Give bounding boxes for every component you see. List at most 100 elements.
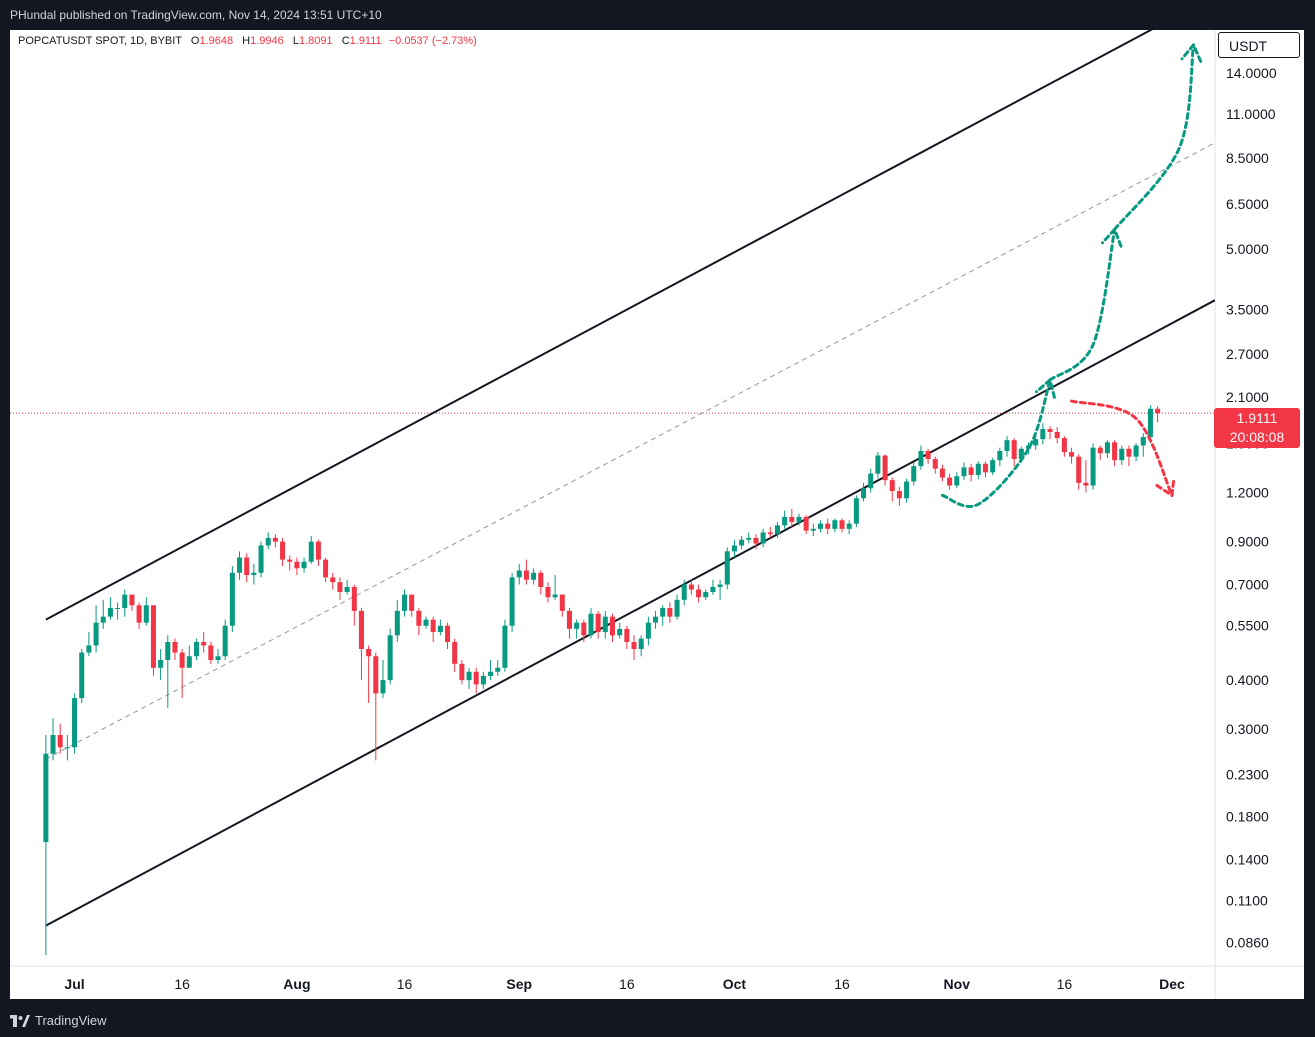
close-label: C (341, 35, 350, 47)
candle-body (251, 572, 257, 576)
candle-body (344, 586, 350, 593)
candle-body (495, 667, 501, 672)
channel-midline (45, 142, 1215, 760)
time-tick-label: 16 (397, 976, 413, 992)
candle-body (1061, 438, 1067, 453)
candle-body (882, 455, 888, 481)
candle-body (667, 608, 673, 617)
candle-body (1047, 429, 1053, 433)
candle-body (64, 747, 70, 749)
last-price: 1.9111 (1236, 410, 1278, 426)
candle-body (193, 642, 199, 657)
candle-body (208, 645, 214, 660)
candle-body (746, 537, 752, 540)
time-tick-label: 16 (174, 976, 190, 992)
candle-body (115, 608, 121, 610)
currency-selector[interactable]: USDT (1218, 32, 1300, 58)
candle-body (674, 599, 680, 617)
candle-body (1033, 439, 1039, 446)
price-tick-label: 0.2300 (1226, 767, 1269, 783)
candle-body (975, 463, 981, 475)
candle-body (466, 671, 472, 681)
tradingview-logo[interactable]: TradingView (10, 1013, 107, 1028)
candle-body (172, 642, 178, 653)
price-tick-label: 2.1000 (1226, 389, 1269, 405)
candle-body (294, 561, 300, 569)
candle-body (1147, 408, 1153, 438)
candle-body (739, 539, 745, 546)
time-tick-label: Oct (723, 976, 747, 992)
candle-body (624, 628, 630, 643)
candle-body (961, 467, 967, 477)
candle-body (229, 572, 235, 626)
candle-body (509, 577, 515, 626)
candle-body (473, 671, 479, 685)
open-label: O (190, 35, 200, 47)
candle-body (373, 656, 379, 694)
candle-body (100, 616, 106, 623)
candle-body (710, 586, 716, 593)
candle-body (796, 516, 802, 522)
time-tick-label: 16 (619, 976, 635, 992)
published-info: PHundal published on TradingView.com, No… (10, 8, 382, 22)
candle-body (358, 610, 364, 649)
candle-body (660, 608, 666, 617)
time-tick-label: Aug (283, 976, 310, 992)
candle-body (638, 638, 644, 649)
candle-body (696, 589, 702, 598)
candle-body (1090, 447, 1096, 486)
candle-body (1083, 482, 1089, 486)
price-tick-label: 0.9000 (1226, 534, 1269, 550)
candle-body (315, 541, 321, 560)
candle-body (516, 570, 522, 578)
candle-body (1011, 440, 1017, 459)
candle-body (609, 616, 616, 636)
plot-area (10, 30, 1215, 955)
candle-body (982, 463, 988, 473)
candle-body (545, 586, 551, 598)
candle-body (179, 652, 185, 668)
candle-body (1040, 429, 1046, 440)
candle-body (480, 675, 486, 685)
candle-body (1112, 442, 1118, 461)
projection-down-path (1070, 399, 1174, 497)
projection-up-path (1048, 227, 1117, 382)
footer-bar: TradingView (0, 1004, 1315, 1037)
time-tick-label: Jul (64, 976, 84, 992)
candle-body (588, 613, 594, 636)
candle-body (301, 561, 307, 569)
candle-body (839, 520, 845, 529)
time-tick-label: 16 (1057, 976, 1073, 992)
candle-body (79, 652, 85, 699)
price-tick-label: 0.1100 (1226, 893, 1268, 909)
candle-body (57, 735, 63, 748)
chart-frame[interactable] (10, 30, 1304, 999)
candle-body (947, 477, 953, 486)
candle-body (222, 625, 228, 657)
candle-body (437, 625, 443, 633)
candle-body (488, 671, 494, 676)
candle-body (911, 466, 917, 482)
candle-body (753, 537, 759, 544)
candle-body (997, 450, 1003, 461)
candle-body (72, 698, 78, 748)
price-tick-label: 0.1800 (1226, 808, 1269, 824)
bar-countdown: 20:08:08 (1229, 429, 1285, 445)
candle-body (445, 625, 451, 643)
candle-body (645, 622, 651, 639)
candle-body (538, 572, 544, 587)
candle-body (1126, 448, 1132, 457)
price-tick-label: 0.4000 (1226, 672, 1269, 688)
price-tick-label: 11.0000 (1226, 106, 1276, 122)
price-tick-label: 0.7000 (1226, 577, 1269, 593)
candle-body (265, 537, 271, 546)
candle-body (122, 594, 128, 609)
candle-body (817, 523, 824, 529)
candle-body (416, 610, 422, 626)
candle-body (1155, 408, 1161, 414)
candle-body (1018, 448, 1024, 459)
candle-body (990, 460, 996, 473)
candle-body (394, 610, 400, 636)
candle-body (337, 582, 343, 593)
